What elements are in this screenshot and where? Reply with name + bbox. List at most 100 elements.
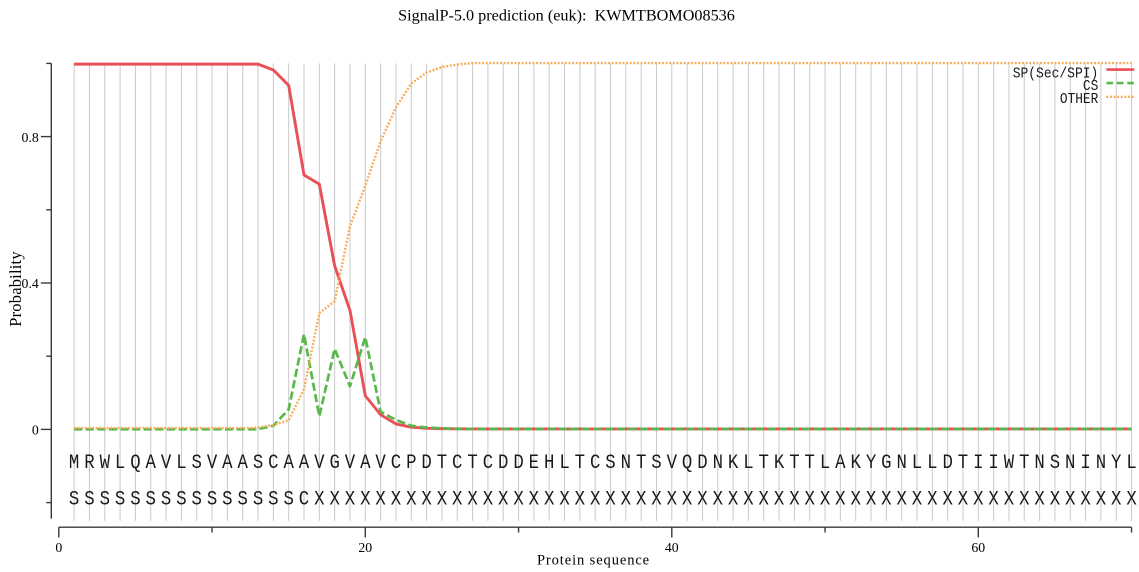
svg-text:X: X bbox=[314, 489, 324, 512]
svg-text:0: 0 bbox=[32, 423, 39, 438]
svg-text:X: X bbox=[437, 489, 447, 512]
svg-text:X: X bbox=[483, 489, 493, 512]
svg-text:V: V bbox=[375, 452, 385, 475]
svg-text:L: L bbox=[176, 452, 186, 475]
svg-text:Y: Y bbox=[1111, 452, 1121, 475]
svg-text:X: X bbox=[866, 489, 876, 512]
svg-text:40: 40 bbox=[665, 540, 679, 555]
svg-text:K: K bbox=[728, 452, 738, 475]
svg-text:X: X bbox=[973, 489, 983, 512]
svg-text:0.4: 0.4 bbox=[22, 276, 39, 291]
svg-text:S: S bbox=[1050, 452, 1060, 475]
svg-text:X: X bbox=[406, 489, 416, 512]
svg-text:D: D bbox=[421, 452, 431, 475]
svg-text:0: 0 bbox=[55, 540, 62, 555]
svg-text:P: P bbox=[406, 452, 416, 475]
svg-text:S: S bbox=[192, 489, 202, 512]
svg-text:X: X bbox=[759, 489, 769, 512]
svg-text:X: X bbox=[697, 489, 707, 512]
svg-text:X: X bbox=[1065, 489, 1075, 512]
svg-text:X: X bbox=[1004, 489, 1014, 512]
svg-text:K: K bbox=[851, 452, 861, 475]
svg-text:X: X bbox=[835, 489, 845, 512]
svg-text:S: S bbox=[238, 489, 248, 512]
svg-text:A: A bbox=[360, 452, 370, 475]
svg-text:X: X bbox=[513, 489, 523, 512]
svg-text:W: W bbox=[1004, 452, 1014, 475]
svg-text:L: L bbox=[1126, 452, 1136, 475]
svg-text:X: X bbox=[498, 489, 508, 512]
svg-text:A: A bbox=[835, 452, 845, 475]
svg-text:T: T bbox=[789, 452, 799, 475]
svg-text:C: C bbox=[590, 452, 600, 475]
svg-text:CS: CS bbox=[1083, 79, 1098, 95]
svg-text:V: V bbox=[207, 452, 217, 475]
svg-text:X: X bbox=[1096, 489, 1106, 512]
svg-text:X: X bbox=[774, 489, 784, 512]
svg-text:L: L bbox=[912, 452, 922, 475]
svg-text:S: S bbox=[84, 489, 94, 512]
svg-text:I: I bbox=[973, 452, 983, 475]
svg-text:X: X bbox=[896, 489, 906, 512]
svg-text:X: X bbox=[958, 489, 968, 512]
svg-text:X: X bbox=[713, 489, 723, 512]
svg-text:S: S bbox=[253, 452, 263, 475]
svg-text:S: S bbox=[146, 489, 156, 512]
svg-text:G: G bbox=[329, 452, 339, 475]
svg-text:D: D bbox=[942, 452, 952, 475]
svg-text:0.8: 0.8 bbox=[22, 130, 39, 145]
svg-text:X: X bbox=[1034, 489, 1044, 512]
svg-text:K: K bbox=[774, 452, 784, 475]
svg-text:C: C bbox=[483, 452, 493, 475]
svg-text:S: S bbox=[268, 489, 278, 512]
svg-text:X: X bbox=[575, 489, 585, 512]
svg-text:I: I bbox=[1080, 452, 1090, 475]
svg-text:D: D bbox=[498, 452, 508, 475]
svg-text:T: T bbox=[958, 452, 968, 475]
svg-text:X: X bbox=[789, 489, 799, 512]
svg-text:A: A bbox=[299, 452, 309, 475]
svg-text:60: 60 bbox=[971, 540, 985, 555]
svg-text:S: S bbox=[69, 489, 79, 512]
svg-text:X: X bbox=[912, 489, 922, 512]
svg-text:X: X bbox=[391, 489, 401, 512]
svg-text:T: T bbox=[575, 452, 585, 475]
svg-text:L: L bbox=[743, 452, 753, 475]
svg-text:A: A bbox=[222, 452, 232, 475]
svg-text:N: N bbox=[713, 452, 723, 475]
svg-text:X: X bbox=[636, 489, 646, 512]
svg-text:N: N bbox=[1096, 452, 1106, 475]
svg-text:Q: Q bbox=[130, 452, 140, 475]
svg-text:N: N bbox=[896, 452, 906, 475]
svg-text:Q: Q bbox=[682, 452, 692, 475]
svg-text:A: A bbox=[283, 452, 293, 475]
svg-text:X: X bbox=[881, 489, 891, 512]
svg-text:X: X bbox=[1111, 489, 1121, 512]
svg-text:A: A bbox=[238, 452, 248, 475]
svg-text:T: T bbox=[805, 452, 815, 475]
svg-text:S: S bbox=[605, 452, 615, 475]
svg-text:X: X bbox=[621, 489, 631, 512]
svg-text:X: X bbox=[743, 489, 753, 512]
svg-text:X: X bbox=[820, 489, 830, 512]
svg-text:S: S bbox=[176, 489, 186, 512]
svg-text:T: T bbox=[1019, 452, 1029, 475]
svg-text:L: L bbox=[115, 452, 125, 475]
svg-text:S: S bbox=[130, 489, 140, 512]
svg-text:X: X bbox=[1019, 489, 1029, 512]
svg-text:20: 20 bbox=[358, 540, 372, 555]
svg-text:E: E bbox=[529, 452, 539, 475]
svg-text:X: X bbox=[360, 489, 370, 512]
svg-text:S: S bbox=[115, 489, 125, 512]
svg-text:S: S bbox=[651, 452, 661, 475]
svg-text:V: V bbox=[667, 452, 677, 475]
svg-text:X: X bbox=[452, 489, 462, 512]
svg-text:M: M bbox=[69, 452, 79, 475]
svg-text:X: X bbox=[605, 489, 615, 512]
svg-text:T: T bbox=[467, 452, 477, 475]
svg-text:L: L bbox=[820, 452, 830, 475]
svg-text:T: T bbox=[636, 452, 646, 475]
svg-text:X: X bbox=[988, 489, 998, 512]
svg-text:X: X bbox=[667, 489, 677, 512]
svg-text:A: A bbox=[146, 452, 156, 475]
